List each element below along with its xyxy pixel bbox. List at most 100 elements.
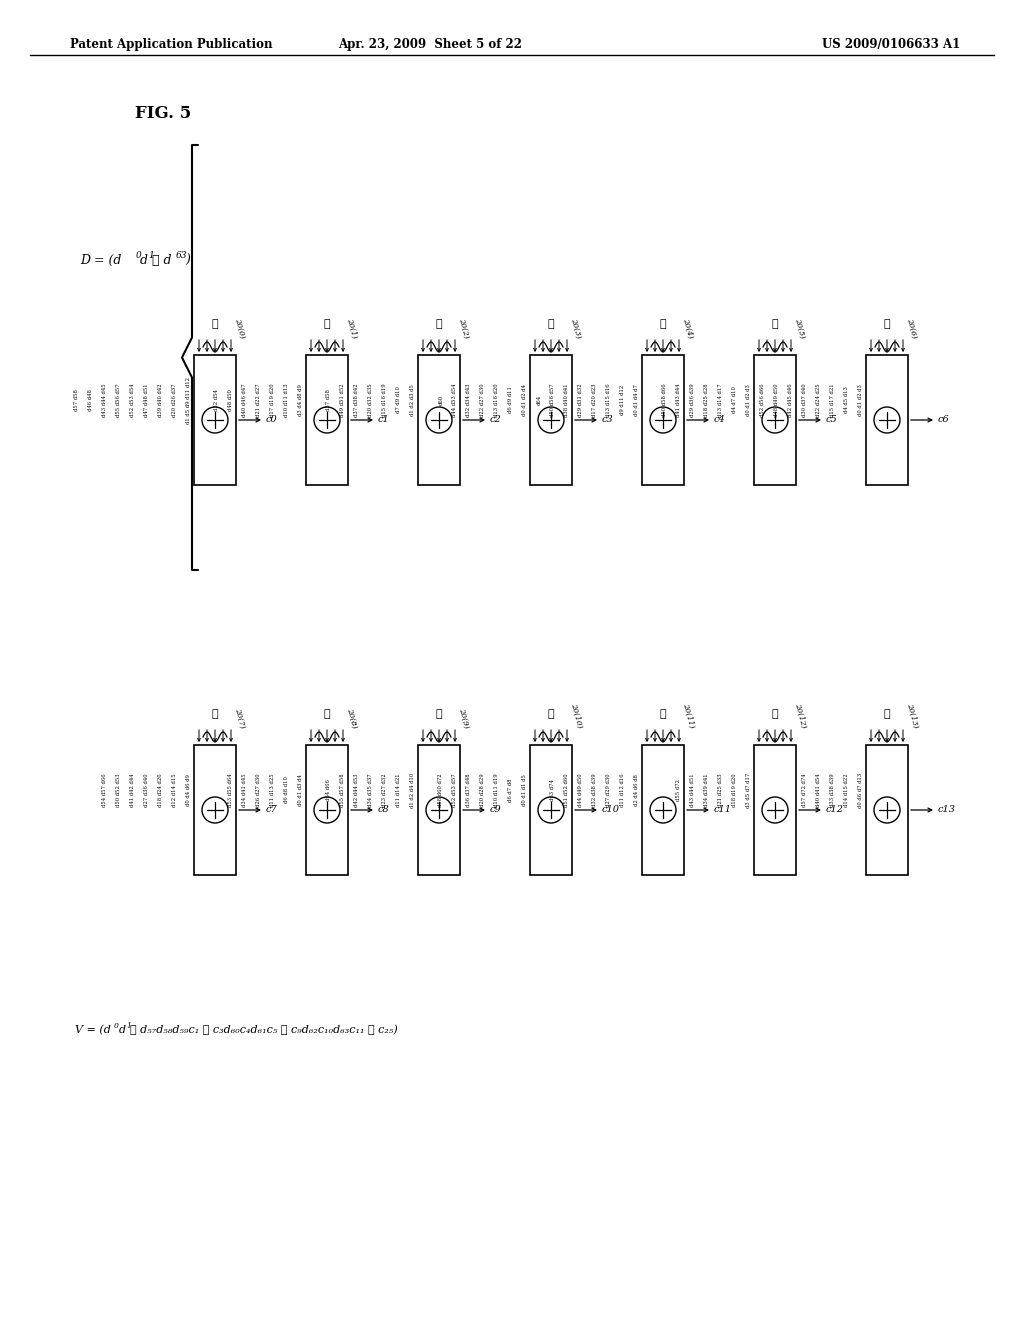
Text: d27 d36 d40: d27 d36 d40 <box>144 774 150 807</box>
Text: D = (d: D = (d <box>80 253 122 267</box>
Text: ⋯: ⋯ <box>659 319 667 329</box>
Text: d23 d27 d32: d23 d27 d32 <box>383 774 387 807</box>
Text: d64 d66: d64 d66 <box>327 779 332 801</box>
Text: d34 d35 d37: d34 d35 d37 <box>369 774 374 807</box>
Text: d48 d50: d48 d50 <box>228 389 233 411</box>
Text: d50 d56 d57: d50 d56 d57 <box>551 383 555 417</box>
Text: d57 d72 d74: d57 d72 d74 <box>803 774 808 807</box>
Text: d17 d19 d20: d17 d19 d20 <box>270 383 275 417</box>
Circle shape <box>762 407 788 433</box>
Text: d9 d11 d12: d9 d11 d12 <box>621 385 626 414</box>
Text: d40 d41 d54: d40 d41 d54 <box>816 774 821 807</box>
Text: d60: d60 <box>438 395 443 405</box>
Text: 1: 1 <box>148 251 154 260</box>
Bar <box>754 744 796 875</box>
Text: d22 d24 d25: d22 d24 d25 <box>816 383 821 417</box>
Text: d0 d1 d2 d4: d0 d1 d2 d4 <box>522 384 527 416</box>
Text: c3: c3 <box>602 416 613 425</box>
Text: d18 d24 d26: d18 d24 d26 <box>159 774 164 807</box>
Text: d11 d12 d16: d11 d12 d16 <box>621 774 626 807</box>
Text: d15 d17 d21: d15 d17 d21 <box>830 383 836 417</box>
Text: Patent Application Publication: Patent Application Publication <box>70 38 272 51</box>
Text: 20(0): 20(0) <box>233 317 246 339</box>
Text: 20(11): 20(11) <box>681 702 695 729</box>
Text: ⋯: ⋯ <box>324 319 331 329</box>
Text: d34 d39 d41: d34 d39 d41 <box>705 774 710 807</box>
Text: d43 d44 d51: d43 d44 d51 <box>690 774 695 807</box>
Text: d34 d41 d45: d34 d41 d45 <box>243 774 248 807</box>
Text: d41 d42 d44: d41 d42 d44 <box>130 774 135 807</box>
Text: ⋯: ⋯ <box>324 709 331 719</box>
Bar <box>194 355 236 484</box>
Text: d55 d57 d58: d55 d57 d58 <box>341 774 345 807</box>
Text: ⋯: ⋯ <box>659 709 667 719</box>
Text: ⋯: ⋯ <box>435 709 442 719</box>
Text: d0 d1 d3 d4: d0 d1 d3 d4 <box>299 774 303 807</box>
Text: d22 d27 d30: d22 d27 d30 <box>480 383 485 417</box>
Bar <box>306 744 348 875</box>
Text: d0 d4 d6 d9: d0 d4 d6 d9 <box>186 774 191 807</box>
Text: c9: c9 <box>490 805 502 814</box>
Text: d52 d53 d54: d52 d53 d54 <box>130 383 135 417</box>
Text: ⋯: ⋯ <box>772 319 778 329</box>
Text: d63 d74: d63 d74 <box>551 779 555 801</box>
Text: d44 d49 d50: d44 d49 d50 <box>579 774 584 807</box>
Text: d21 d22 d27: d21 d22 d27 <box>256 383 261 417</box>
Text: 0: 0 <box>136 251 141 260</box>
Circle shape <box>538 797 564 822</box>
Text: c12: c12 <box>826 805 844 814</box>
Bar <box>642 744 684 875</box>
Text: 20(5): 20(5) <box>793 317 806 339</box>
Text: d50 d52 d53: d50 d52 d53 <box>117 774 122 807</box>
Text: d58 d60 d72: d58 d60 d72 <box>438 774 443 807</box>
Text: 20(13): 20(13) <box>905 702 920 729</box>
Text: d1 d2 d4 d10: d1 d2 d4 d10 <box>411 772 416 808</box>
Text: d20 d28 d29: d20 d28 d29 <box>480 774 485 807</box>
Text: US 2009/0106633 A1: US 2009/0106633 A1 <box>821 38 961 51</box>
Text: d27 d29 d30: d27 d29 d30 <box>606 774 611 807</box>
Text: d: d <box>119 1026 126 1035</box>
Text: d4 d5 d13: d4 d5 d13 <box>845 387 850 413</box>
Text: d64: d64 <box>537 395 542 405</box>
Bar <box>194 744 236 875</box>
Text: FIG. 5: FIG. 5 <box>135 106 191 121</box>
Circle shape <box>762 797 788 822</box>
Text: d10 d11 d19: d10 d11 d19 <box>495 774 500 807</box>
Text: 1: 1 <box>126 1022 131 1030</box>
Circle shape <box>314 407 340 433</box>
Text: d42 d45 d46: d42 d45 d46 <box>788 383 794 417</box>
Bar <box>530 355 572 484</box>
Text: d20 d26 d37: d20 d26 d37 <box>172 383 177 417</box>
Text: d57 d58: d57 d58 <box>327 389 332 411</box>
Text: d51 d52 d60: d51 d52 d60 <box>564 774 569 807</box>
Text: 63: 63 <box>176 251 187 260</box>
Text: 20(7): 20(7) <box>233 708 246 729</box>
Text: d26 d27 d30: d26 d27 d30 <box>256 774 261 807</box>
Text: d15 d16 d19: d15 d16 d19 <box>383 383 387 417</box>
Text: d10 d11 d13: d10 d11 d13 <box>285 383 290 417</box>
Text: c0: c0 <box>266 416 278 425</box>
Text: d21 d25 d33: d21 d25 d33 <box>719 774 724 807</box>
Circle shape <box>202 797 228 822</box>
Text: d13 d16 d20: d13 d16 d20 <box>495 383 500 417</box>
Circle shape <box>538 407 564 433</box>
Text: c10: c10 <box>602 805 620 814</box>
Bar <box>306 355 348 484</box>
Text: ⋯ d₅₇d₅₈d₅₉c₁ ⋯ c₃d₆₀c₄d₆₁c₅ ⋯ c₉d₆₂c₁₀d₆₃c₁₁ ⋯ c₂₅): ⋯ d₅₇d₅₈d₅₉c₁ ⋯ c₃d₆₀c₄d₆₁c₅ ⋯ c₉d₆₂c₁₀d… <box>130 1024 397 1035</box>
Bar <box>418 355 460 484</box>
Circle shape <box>650 797 676 822</box>
Text: ): ) <box>185 253 189 267</box>
Text: d20 d32 d35: d20 d32 d35 <box>369 383 374 417</box>
Text: d41 d43 d44: d41 d43 d44 <box>677 383 682 417</box>
Bar <box>866 744 908 875</box>
Text: d38 d40 d41: d38 d40 d41 <box>564 383 569 417</box>
Text: ⋯: ⋯ <box>212 709 218 719</box>
Text: d13 d14 d17: d13 d14 d17 <box>719 383 724 417</box>
Circle shape <box>314 797 340 822</box>
Text: d52 d53 d57: d52 d53 d57 <box>453 774 458 807</box>
Text: d1 d2 d3 d5: d1 d2 d3 d5 <box>411 384 416 416</box>
Circle shape <box>650 407 676 433</box>
Text: d46 d48: d46 d48 <box>88 389 93 411</box>
Text: ⋯: ⋯ <box>548 709 554 719</box>
Bar <box>866 355 908 484</box>
